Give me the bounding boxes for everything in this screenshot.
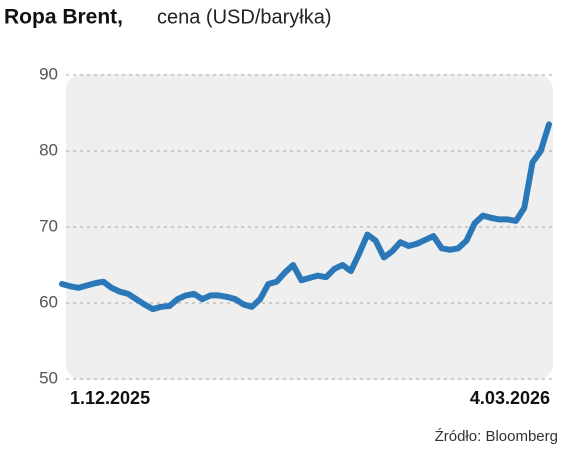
y-tick-label: 70: [39, 216, 58, 235]
chart-subtitle: cena (USD/baryłka): [157, 6, 332, 28]
y-tick-label: 60: [39, 292, 58, 311]
y-tick-label: 50: [39, 368, 58, 387]
x-tick-label: 1.12.2025: [70, 388, 150, 408]
x-tick-label: 4.03.2026: [470, 388, 550, 408]
price-line: [59, 121, 552, 313]
source: Źródło: Bloomberg: [435, 428, 558, 445]
y-tick-label: 80: [39, 140, 58, 159]
y-tick-label: 90: [39, 64, 58, 83]
chart-title: Ropa Brent,: [4, 6, 123, 29]
